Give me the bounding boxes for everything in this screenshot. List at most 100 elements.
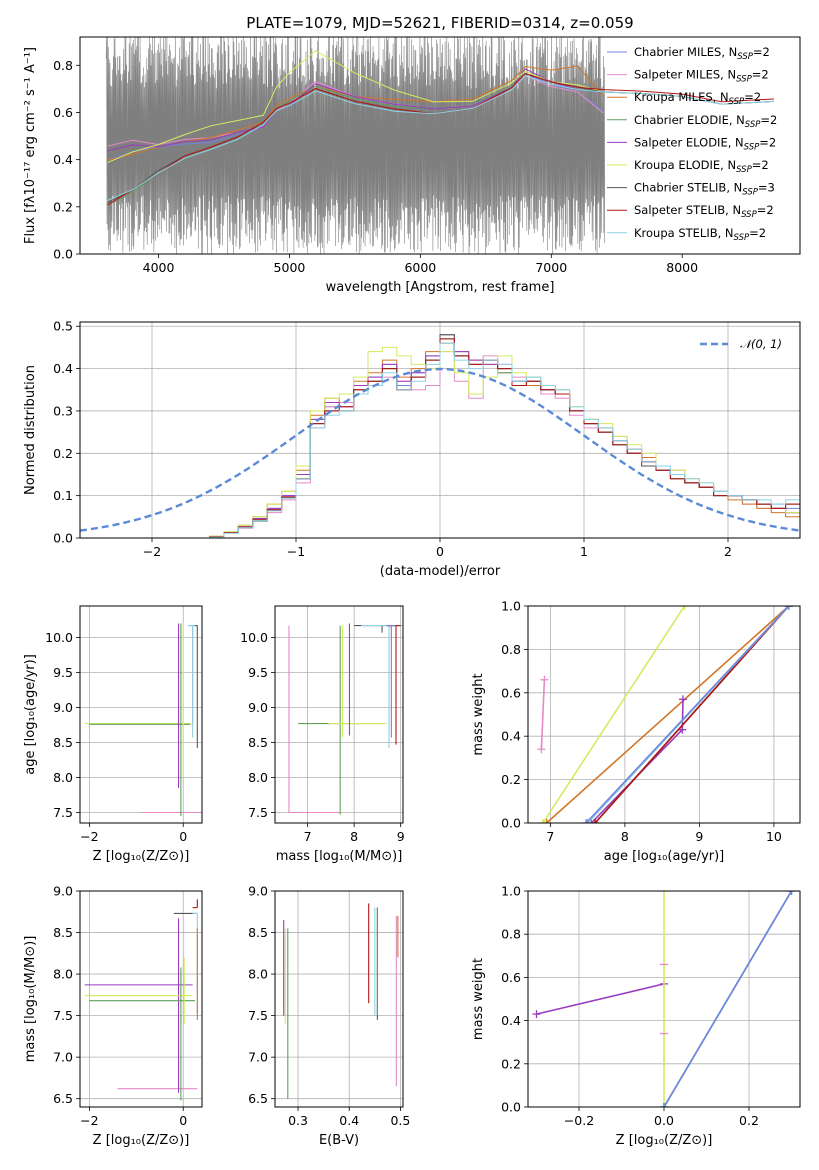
legend-subscript: SSP (741, 210, 757, 220)
legend-subscript: SSP (736, 165, 752, 175)
plot-area (84, 899, 198, 1101)
legend-normal-label: 𝒩(0, 1) (740, 337, 782, 351)
y-tick-label: 1.0 (501, 599, 521, 614)
axes-frame (274, 890, 404, 1108)
x-tick-label: 7 (546, 829, 554, 844)
weight-marker (538, 819, 547, 823)
y-tick-label: 7.0 (248, 1050, 268, 1065)
y-tick-label: 9.0 (53, 700, 73, 715)
y-tick-label: 8.0 (53, 967, 73, 982)
x-tick-label: 7000 (535, 260, 567, 275)
axes-frame (79, 605, 203, 824)
y-tick-label: 7.5 (248, 1008, 268, 1023)
plot-area (283, 903, 399, 1099)
plot-area (532, 891, 796, 1107)
y-tick-label: 0.0 (53, 247, 73, 262)
weight-marker (679, 695, 688, 704)
y-tick-label: 7.5 (53, 1008, 73, 1023)
y-tick-label: 0.8 (501, 927, 521, 942)
y-tick-label: 10.0 (45, 630, 73, 645)
x-axis-label: age [log₁₀(age/yr)] (604, 849, 725, 864)
legend-entry: Chabrier STELIB, NSSP=3 (634, 181, 775, 198)
observed-spectrum (105, 37, 605, 254)
x-tick-label: 8 (350, 829, 358, 844)
panel-massweight_vs_age: 7 8 9 10 0.0 0.2 0.4 0.6 0.8 1.0 age [log₁₀(age/yr… (471, 599, 801, 864)
weight-marker (587, 819, 596, 823)
y-tick-label: 7.0 (53, 1050, 73, 1065)
weight-marker (537, 745, 546, 754)
x-axis-label: mass [log₁₀(M/M⊙)] (276, 849, 403, 864)
y-tick-label: 8.0 (248, 770, 268, 785)
weight-marker (532, 1010, 541, 1019)
legend-entry: Kroupa STELIB, NSSP=2 (634, 226, 766, 243)
y-tick-label: 9.0 (248, 884, 268, 899)
panel-age_vs_mass: 7 8 9 7.5 8.0 8.5 9.0 9.5 10.0 mass [log₁₀(M/M⊙)] (240, 605, 405, 864)
x-tick-label: 0 (179, 1113, 187, 1128)
legend-tail: =2 (749, 226, 766, 240)
legend-subscript: SSP (742, 188, 758, 198)
legend-entry: Salpeter MILES, NSSP=2 (634, 68, 769, 85)
weight-line (540, 679, 546, 750)
y-tick-label: 1.0 (501, 884, 521, 899)
x-axis-label: Z [log₁₀(Z/Z⊙)] (93, 1133, 190, 1148)
plot-area (80, 334, 800, 538)
weight-line (594, 606, 790, 823)
x-tick-label: 2 (724, 544, 732, 559)
panel-massweight_vs_Z: −0.2 0.0 0.2 0.0 0.2 0.4 0.6 0.8 1.0 Z [log₁₀(Z/Z… (471, 884, 801, 1148)
y-tick-label: 9.0 (53, 884, 73, 899)
x-tick-label: 0.0 (654, 1113, 674, 1128)
legend-entry: Chabrier ELODIE, NSSP=2 (634, 113, 777, 130)
legend-tail: =2 (752, 158, 769, 172)
y-tick-label: 0.2 (501, 1056, 521, 1071)
legend-subscript: SSP (729, 97, 745, 107)
x-axis-label: E(B-V) (319, 1133, 359, 1148)
y-tick-label: 0.3 (53, 403, 73, 418)
weight-line (663, 891, 793, 1107)
axes-frame (527, 605, 801, 824)
plot-area (105, 37, 774, 254)
legend-tail: =2 (759, 135, 776, 149)
y-tick-label: 9.0 (248, 700, 268, 715)
weight-marker (784, 606, 793, 610)
y-axis-label: mass [log₁₀(M/M⊙)] (23, 936, 38, 1063)
y-tick-label: 0.0 (501, 816, 521, 831)
weight-marker (680, 606, 689, 610)
y-tick-label: 6.5 (53, 1091, 73, 1106)
y-tick-label: 0.2 (53, 199, 73, 214)
x-tick-label: 0 (436, 544, 444, 559)
normal-curve (80, 367, 800, 532)
y-axis-label: Normed distribution (23, 365, 38, 495)
x-tick-label: 9 (397, 829, 405, 844)
axes-frame (79, 321, 801, 539)
weight-marker (787, 891, 796, 895)
x-tick-label: 8 (621, 829, 629, 844)
x-axis-label: Z [log₁₀(Z/Z⊙)] (616, 1133, 713, 1148)
histogram-kroupa-stelib (80, 342, 800, 538)
plot-area (288, 623, 403, 815)
x-tick-label: −2 (143, 544, 161, 559)
weight-line (546, 606, 790, 823)
model-salpeter-elodie (107, 68, 604, 152)
axes-frame (79, 890, 203, 1108)
legend-tail: =2 (753, 45, 770, 59)
x-tick-label: 4000 (143, 260, 175, 275)
weight-marker (660, 1103, 668, 1107)
x-axis-label: Z [log₁₀(Z/Z⊙)] (93, 849, 190, 864)
plot-area (537, 606, 793, 823)
x-tick-label: 0.5 (390, 1113, 410, 1128)
x-tick-label: −0.2 (564, 1113, 594, 1128)
y-tick-label: 8.5 (248, 925, 268, 940)
y-tick-label: 0.4 (53, 152, 73, 167)
x-tick-label: 0.2 (739, 1113, 759, 1128)
x-tick-label: 1 (580, 544, 588, 559)
plot-area (84, 623, 202, 816)
legend-subscript: SSP (737, 52, 753, 62)
y-tick-label: 8.5 (248, 735, 268, 750)
y-tick-label: 0.1 (53, 488, 73, 503)
legend-subscript: SSP (744, 142, 760, 152)
legend-entry: Kroupa MILES, NSSP=2 (634, 90, 761, 107)
legend-entry: Chabrier MILES, NSSP=2 (634, 45, 770, 62)
axes-frame (274, 605, 404, 824)
y-tick-label: 9.5 (53, 665, 73, 680)
